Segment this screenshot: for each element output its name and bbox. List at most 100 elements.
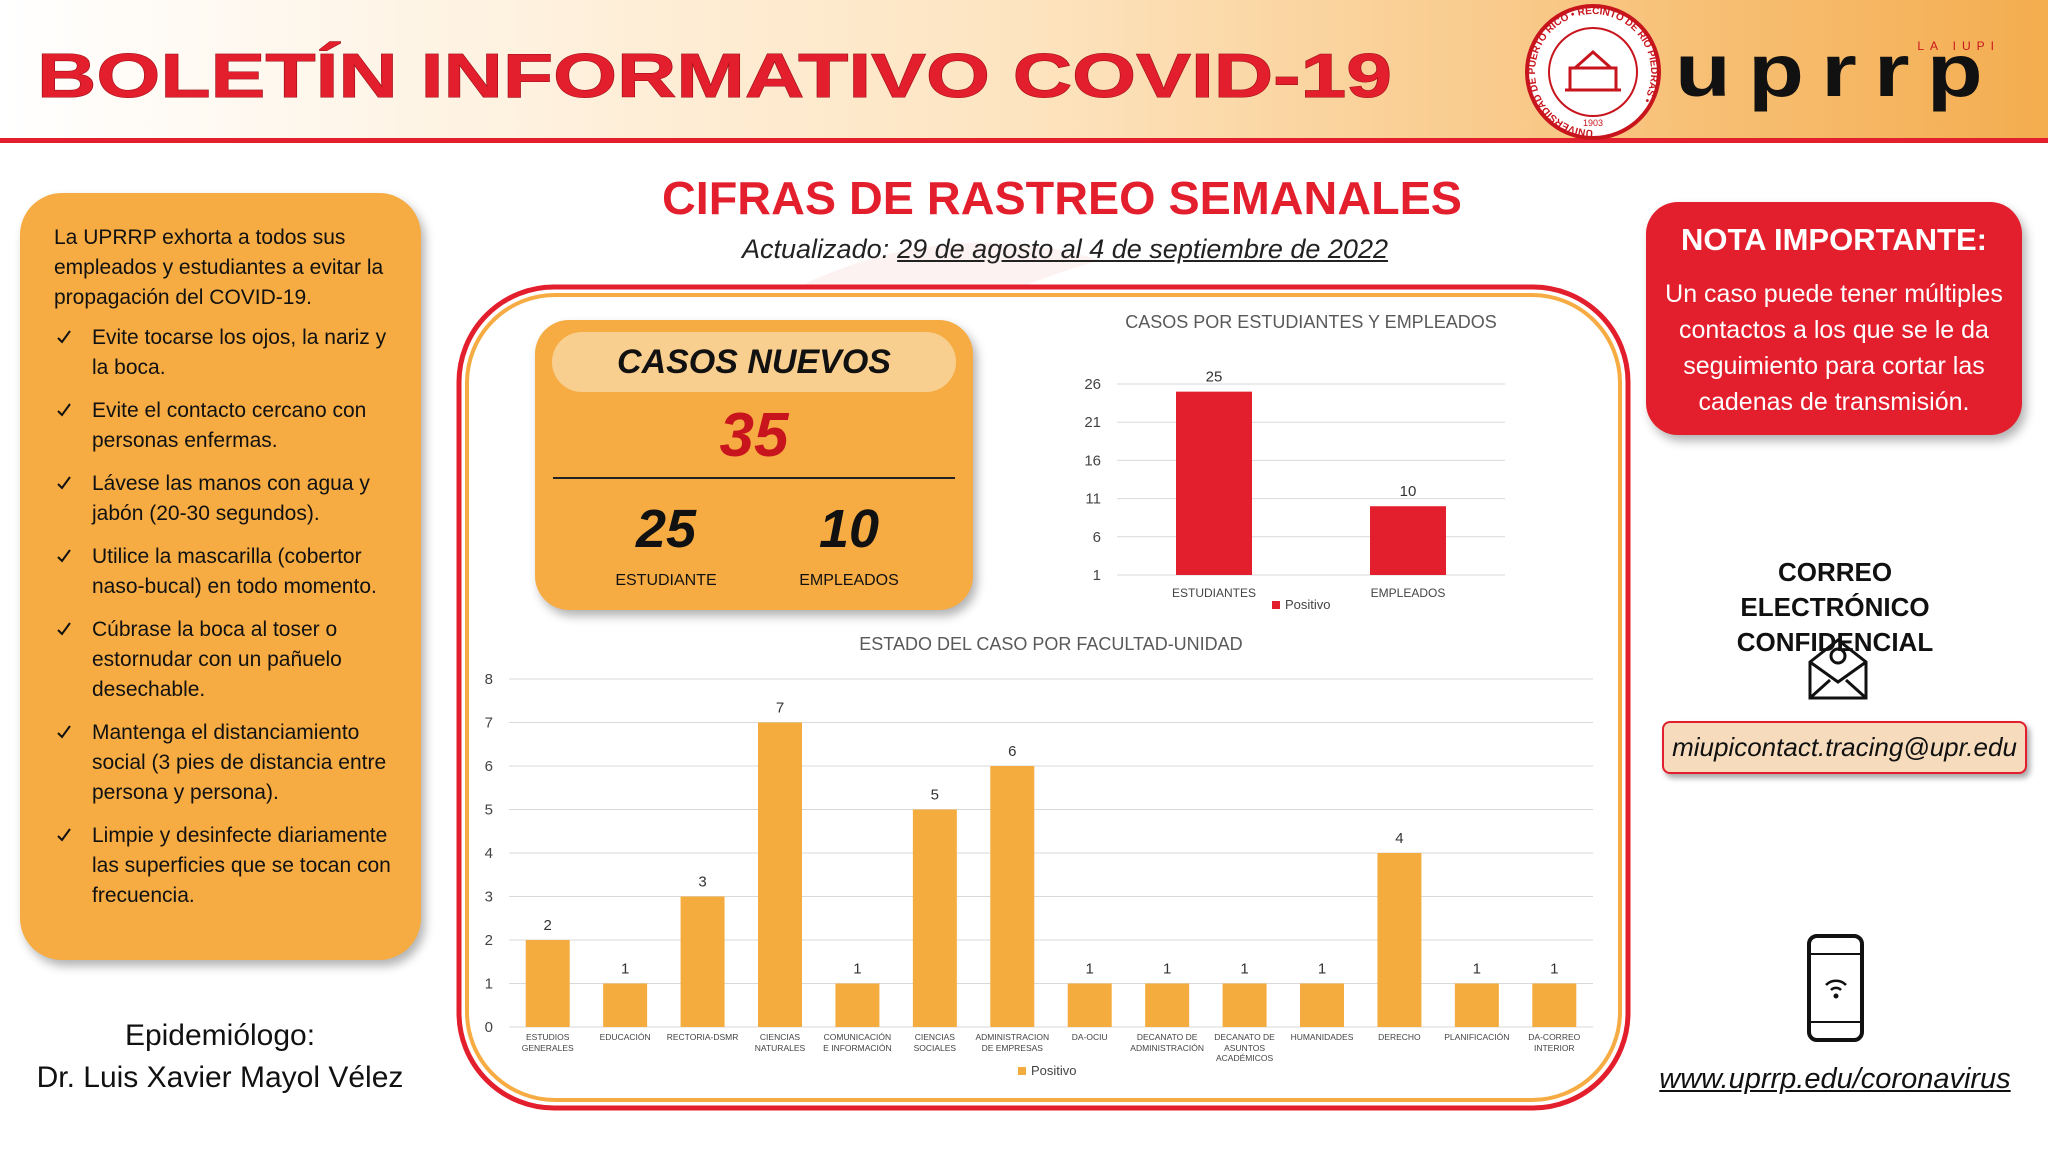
y-tick-label: 26 [1084,376,1101,393]
data-label: 1 [853,961,861,978]
data-label: 1 [621,961,629,978]
x-tick-label: DECANATO DE ADMINISTRACIÓN [1130,1032,1204,1053]
employees-label: EMPLEADOS [799,572,899,589]
frame-inner [465,293,1622,1102]
data-label: 3 [698,874,706,891]
advice-item: Lávese las manos con agua y jabón (20-30… [54,469,391,529]
advice-text: Evite tocarse los ojos, la nariz y la bo… [92,326,387,379]
seal-inner [1548,27,1638,117]
data-label: 2 [544,917,552,934]
y-tick-label: 11 [1085,491,1101,508]
advice-text: Limpie y desinfecte diariamente las supe… [92,824,391,907]
x-tick-label: CIENCIAS SOCIALES [913,1032,957,1053]
envelope-icon [1808,638,1868,700]
bar [1145,983,1190,1027]
check-icon [57,622,71,636]
bar [1176,391,1252,575]
data-label: 6 [1008,743,1016,760]
y-tick-label: 21 [1084,414,1101,431]
legend-label: Positivo [1031,1063,1077,1078]
legend-swatch [1018,1066,1026,1075]
bar [835,983,880,1027]
email[interactable]: miupicontact.tracing@upr.edu [1662,721,2027,774]
data-label: 5 [931,787,939,804]
check-icon [57,828,71,842]
students-label: ESTUDIANTE [615,572,717,589]
chart-title: CASOS POR ESTUDIANTES Y EMPLEADOS [1125,312,1496,332]
advice-text: Utilice la mascarilla (cobertor naso-buc… [92,545,377,598]
y-tick-label: 4 [485,845,493,862]
x-tick-label: RECTORIA-DSMR [666,1032,739,1042]
x-tick-label: ADMINISTRACION DE EMPRESAS [975,1032,1050,1053]
data-label: 7 [776,700,784,717]
advice-item: Cúbrase la boca al toser o estornudar co… [54,615,391,705]
header-rule [0,138,2048,143]
bar [1067,983,1112,1027]
header-title: BOLETÍN INFORMATIVO COVID-19 [37,42,1392,111]
phone-icon [1807,934,1864,1042]
y-tick-label: 6 [485,758,493,775]
updated-label: Actualizado: [742,234,890,264]
x-tick-label: CIENCIAS NATURALES [754,1032,806,1053]
check-icon [57,403,71,417]
bar [680,896,725,1027]
x-tick-label: ESTUDIANTES [1171,586,1256,600]
y-tick-label: 0 [485,1019,493,1036]
x-tick-label: HUMANIDADES [1290,1032,1354,1042]
students-count: 25 [635,499,697,559]
y-tick-label: 1 [1093,567,1101,584]
logo-tagline: LA IUPI [1917,39,2000,53]
bar [603,983,648,1027]
data-label: 1 [1163,961,1171,978]
data-label: 1 [1550,961,1558,978]
epidemiologist-role: Epidemiólogo: [124,1019,316,1052]
data-label: 4 [1395,830,1403,847]
logo-text: uprrp [1675,29,2000,112]
employees-count: 10 [818,499,880,559]
bar [1532,983,1577,1027]
data-label: 1 [1473,961,1481,978]
bar [1454,983,1499,1027]
y-tick-label: 2 [485,932,493,949]
note-box: NOTA IMPORTANTE: Un caso puede tener múl… [1646,202,2022,435]
advice-item: Utilice la mascarilla (cobertor naso-buc… [54,542,391,602]
y-tick-label: 3 [485,889,493,906]
advice-list: Evite tocarse los ojos, la nariz y la bo… [54,323,391,911]
legend-swatch [1272,600,1280,609]
legend-label: Positivo [1285,597,1331,612]
advice-text: Mantenga el distanciamiento social (3 pi… [92,721,387,804]
advice-text: Cúbrase la boca al toser o estornudar co… [92,618,342,701]
check-icon [57,725,71,739]
x-tick-label: EDUCACIÓN [599,1032,651,1042]
y-tick-label: 5 [485,802,493,819]
seal-year: 1903 [1583,118,1603,128]
bar [912,809,957,1027]
chart-title: ESTADO DEL CASO POR FACULTAD-UNIDAD [859,634,1242,654]
x-tick-label: EMPLEADOS [1370,586,1446,600]
website[interactable]: www.uprrp.edu/coronavirus [1659,1063,2011,1095]
bar [1377,853,1422,1027]
advice-item: Mantenga el distanciamiento social (3 pi… [54,718,391,808]
seal-icon [1565,49,1621,92]
data-label: 25 [1206,369,1223,386]
y-tick-label: 7 [485,715,493,732]
data-label: 10 [1400,483,1417,500]
x-tick-label: DA-CORREO INTERIOR [1528,1032,1581,1053]
legend: Positivo [1272,597,1331,612]
x-tick-label: PLANIFICACIÓN [1444,1032,1510,1042]
bar [990,766,1035,1027]
new-cases-box: CASOS NUEVOS 35 25 ESTUDIANTE 10 EMPLEAD… [535,320,973,610]
bar [525,940,570,1027]
subtitle: Actualizado: 29 de agosto al 4 de septiem… [660,234,1470,265]
email-heading: CORREO ELECTRÓNICO CONFIDENCIAL [1736,557,1934,657]
x-tick-label: DECANATO DE ASUNTOS ACADÉMICOS [1214,1032,1275,1063]
advice-panel: La UPRRP exhorta a todos sus empleados y… [20,193,421,960]
x-tick-label: DA-OCIU [1071,1032,1108,1042]
check-icon [57,476,71,490]
x-tick-label: COMUNICACIÓN E INFORMACIÓN [823,1032,892,1053]
bar [1370,506,1446,575]
y-tick-label: 6 [1093,529,1101,546]
y-tick-label: 1 [485,976,493,993]
epidemiologist-name: Dr. Luis Xavier Mayol Vélez [36,1061,404,1094]
check-icon [57,330,71,344]
